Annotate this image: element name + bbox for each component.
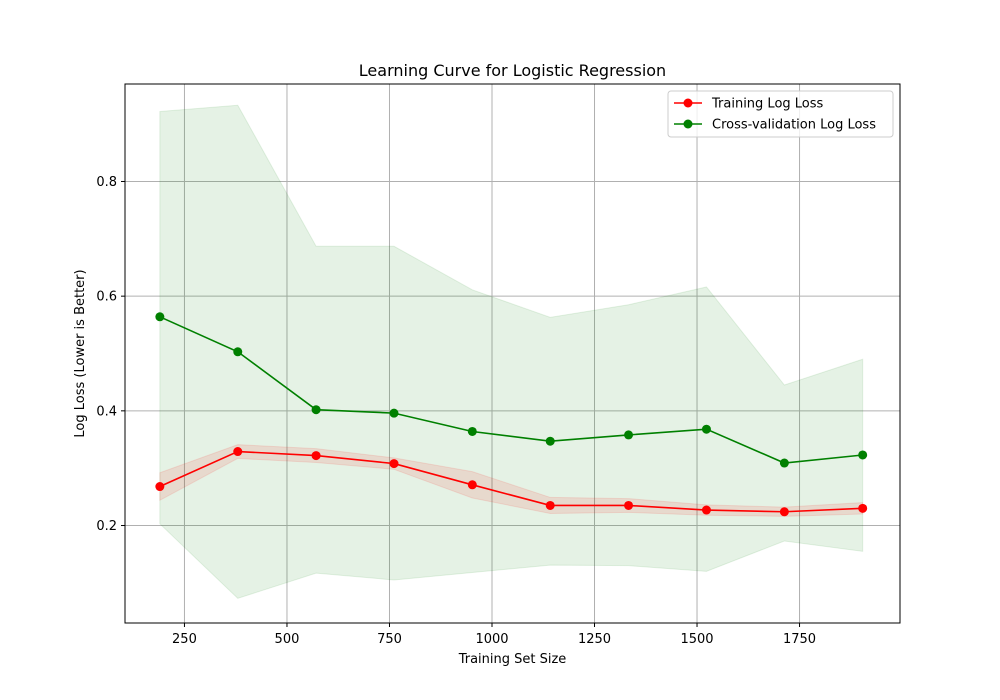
line-layer [155, 312, 868, 517]
series-0-point [624, 500, 634, 510]
x-tick-label: 250 [172, 632, 197, 647]
series-0-point [233, 447, 243, 457]
series-0-point [545, 500, 555, 510]
series-1-point [701, 424, 711, 434]
band-layer [159, 104, 864, 599]
grid-layer [125, 84, 900, 623]
series-1-point [311, 405, 321, 415]
tick-layer: 250 500 750 1000 1250 1500 1750 0.2 0.4 0.6 0.8 [96, 175, 816, 647]
plot-frame [124, 83, 901, 624]
series-0-line [159, 450, 863, 513]
legend-marker [683, 98, 693, 108]
y-axis-label: Log Loss (Lower is Better) [73, 269, 88, 437]
legend-marker [683, 119, 693, 129]
series-1-point [779, 458, 789, 468]
x-tick-label: 1250 [578, 632, 611, 647]
legend-label: Training Log Loss [711, 97, 824, 112]
x-tick-label: 500 [275, 632, 300, 647]
series-1-line [159, 316, 863, 464]
x-axis-label: Training Set Size [458, 652, 567, 667]
series-0-point [858, 503, 868, 513]
series-0-point [155, 482, 165, 492]
series-1-point [233, 347, 243, 357]
x-tick-label: 1000 [475, 632, 508, 647]
y-tick-label: 0.6 [96, 290, 117, 305]
legend-items: Training Log Loss Cross-validation Log Lo… [674, 97, 876, 133]
y-tick-label: 0.4 [96, 404, 117, 419]
y-tick-label: 0.8 [96, 175, 117, 190]
x-tick-label: 1750 [783, 632, 816, 647]
series-0-point [779, 507, 789, 517]
series-0-point [701, 505, 711, 515]
legend-box [667, 90, 894, 138]
x-tick-label: 750 [377, 632, 402, 647]
series-1-point [545, 436, 555, 446]
series-1-point [389, 408, 399, 418]
y-tick-label: 0.2 [96, 519, 117, 534]
x-tick-label: 1500 [680, 632, 713, 647]
legend-label: Cross-validation Log Loss [712, 118, 876, 133]
legend: Training Log Loss Cross-validation Log Lo… [667, 90, 894, 138]
series-1-point [858, 450, 868, 460]
series-1-point [155, 312, 165, 322]
series-0-point [467, 480, 477, 490]
series-1-point [624, 430, 634, 440]
series-1-band [159, 104, 864, 599]
series-1-point [467, 426, 477, 436]
series-0-point [389, 459, 399, 469]
series-0-point [311, 451, 321, 461]
series-0-band [159, 444, 864, 517]
chart-title: Learning Curve for Logistic Regression [359, 61, 666, 80]
